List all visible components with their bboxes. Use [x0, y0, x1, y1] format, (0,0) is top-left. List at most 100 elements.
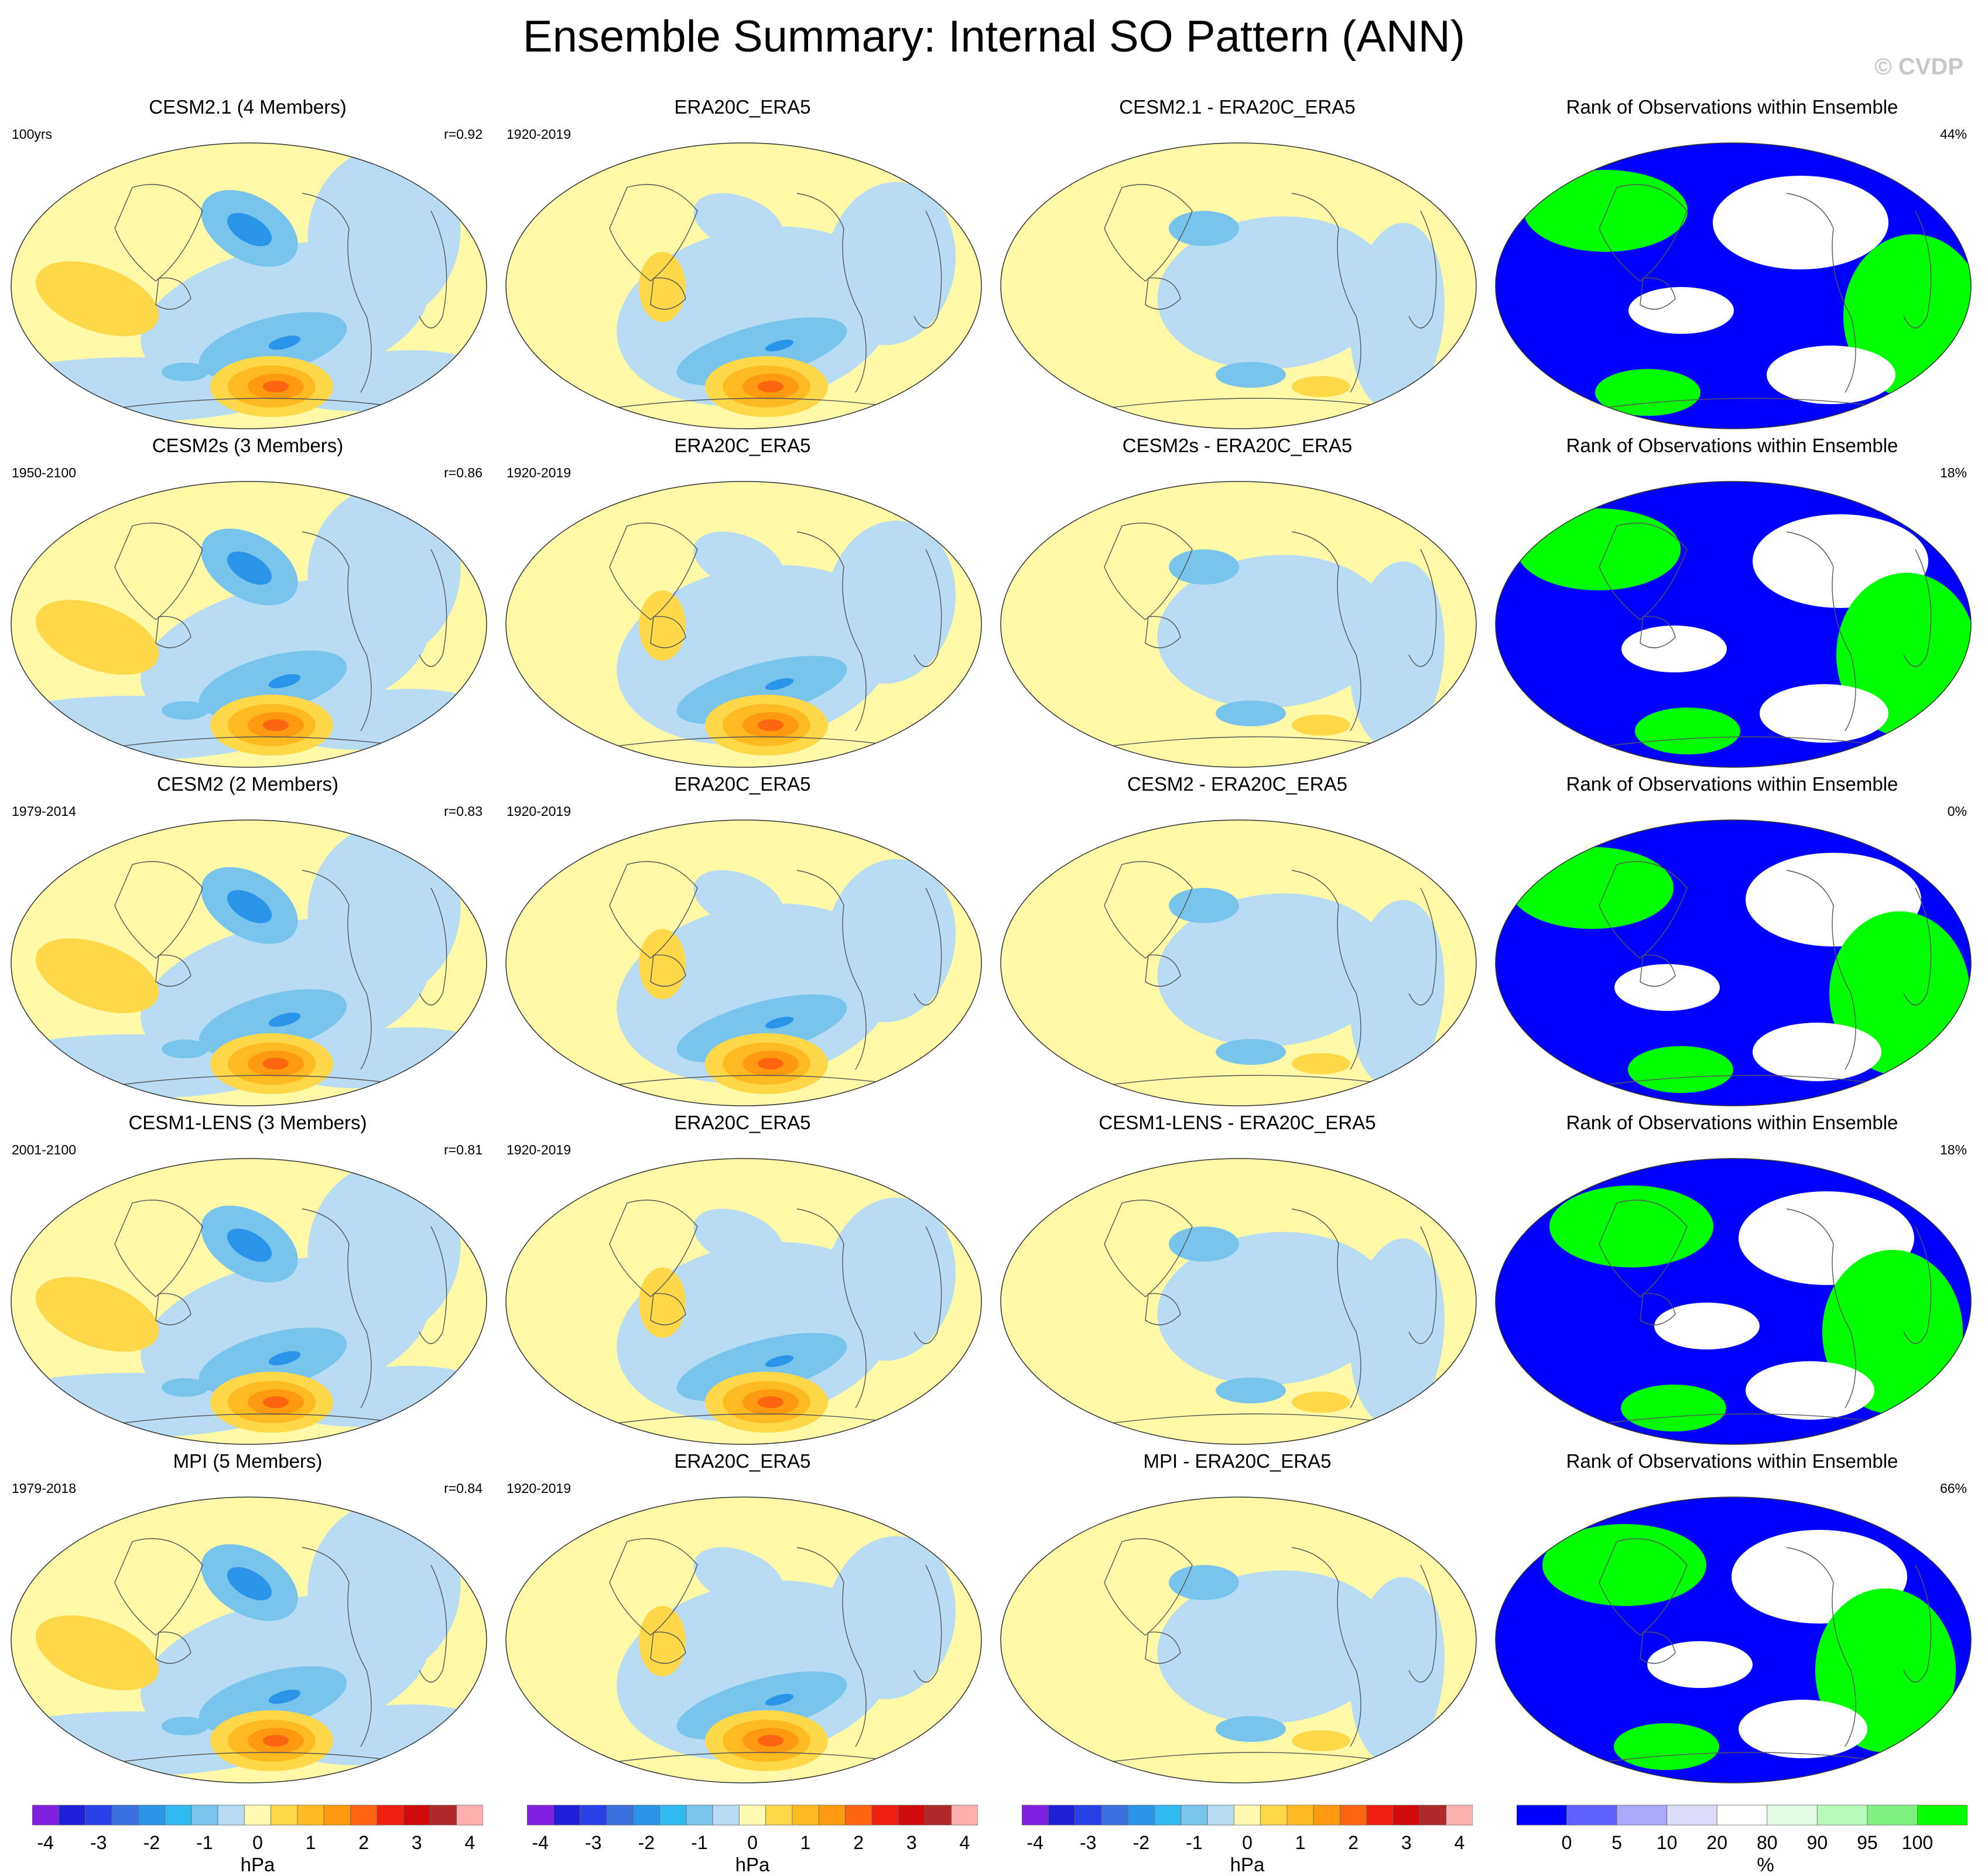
- colorbar-tick: -1: [1186, 1832, 1203, 1853]
- antarctica-coastline: [597, 398, 915, 411]
- north-pacific-low: [693, 531, 783, 591]
- colorbar-swatch: [1340, 1805, 1367, 1826]
- americas-coastline: [302, 870, 372, 1070]
- colorbar-swatch: [1075, 1805, 1102, 1826]
- colorbar-swatch: [1366, 1805, 1394, 1826]
- panel-title: ERA20C_ERA5: [674, 1450, 811, 1472]
- africa-europe-coastline: [913, 210, 942, 329]
- colorbar-swatch: [527, 1805, 554, 1826]
- obs-panel: ERA20C_ERA5 1920-2019: [495, 771, 990, 1109]
- amundsen-sea-high-core: [263, 1396, 289, 1408]
- map-field: [1001, 481, 1476, 767]
- globe-outline: [1000, 1158, 1477, 1445]
- colorbar-tick: -2: [143, 1832, 160, 1853]
- north-pacific-low-core: [227, 1228, 272, 1262]
- colorbar-tick: 0: [747, 1832, 758, 1853]
- colorbar-swatch: [271, 1805, 298, 1826]
- asia-coastline: [609, 522, 698, 620]
- americas-coastline: [796, 870, 867, 1070]
- colorbar-swatch: [244, 1805, 272, 1826]
- globe-outline: [505, 819, 982, 1106]
- coastlines: [1092, 184, 1437, 411]
- indian-ocean-low: [162, 1717, 208, 1735]
- map-field: [506, 481, 981, 767]
- coastlines: [102, 184, 447, 411]
- colorbar-swatch: [1667, 1805, 1717, 1826]
- south-pacific-low-core: [765, 339, 794, 352]
- map-field: [1496, 143, 1971, 429]
- panel-title: CESM2.1 - ERA20C_ERA5: [1119, 96, 1356, 118]
- asia-coastline: [609, 1538, 698, 1636]
- australia-coastline: [155, 1631, 191, 1664]
- panel-title: CESM2s - ERA20C_ERA5: [1122, 435, 1353, 456]
- antarctica-coastline: [102, 1413, 420, 1426]
- africa-europe-coastline: [913, 887, 942, 1006]
- map-field: [506, 1159, 981, 1444]
- australia-coastline: [1640, 1293, 1676, 1325]
- model-panel: MPI (5 Members) 1979-2018 r=0.84: [0, 1448, 495, 1786]
- diff-map: [1000, 819, 1477, 1106]
- globe-outline: [1495, 481, 1972, 768]
- maritime-continent-high: [35, 1615, 159, 1690]
- asia-coastline: [1599, 1200, 1688, 1297]
- australia-coastline: [1640, 1631, 1676, 1664]
- panel-title: ERA20C_ERA5: [674, 435, 811, 456]
- difference-low-core: [1216, 362, 1286, 388]
- australia-coastline: [1640, 954, 1676, 987]
- model-map: [11, 819, 487, 1106]
- colorbar-tick: 2: [358, 1832, 369, 1853]
- colorbar-swatch: [1392, 1805, 1420, 1826]
- rank-neutral-region: [1614, 964, 1720, 1011]
- coastlines: [597, 861, 942, 1088]
- colorbar-swatch: [58, 1805, 85, 1826]
- atlantic-low: [307, 146, 461, 322]
- australia-coastline: [155, 954, 191, 987]
- asia-coastline: [609, 184, 698, 282]
- colorbar-swatch: [871, 1805, 899, 1826]
- globe-outline: [505, 1496, 982, 1783]
- australia-coastline: [155, 1293, 191, 1325]
- coastlines: [597, 1200, 942, 1426]
- colorbar-tick: -2: [638, 1832, 655, 1853]
- colorbar-tick: 80: [1756, 1832, 1778, 1853]
- australia-coastline: [1145, 954, 1181, 987]
- obs-map: [505, 1496, 982, 1783]
- atlantic-low: [307, 1162, 461, 1338]
- map-field: [1001, 1497, 1476, 1783]
- americas-coastline: [1786, 1547, 1856, 1747]
- colorbar-tick: 95: [1857, 1832, 1878, 1853]
- difference-low-core: [1216, 700, 1286, 726]
- difference-low: [1157, 216, 1391, 370]
- globe-outline: [505, 481, 982, 768]
- colorbar-unit: hPa: [240, 1854, 275, 1875]
- diff-panel: CESM1-LENS - ERA20C_ERA5: [990, 1109, 1485, 1448]
- asia-coastline: [114, 184, 203, 282]
- americas-coastline: [1291, 531, 1361, 732]
- coastlines: [597, 184, 942, 411]
- antarctica-coastline: [1092, 398, 1409, 411]
- globe-outline: [1495, 1158, 1972, 1445]
- colorbar-tick: 90: [1806, 1832, 1828, 1853]
- model-panel: CESM2s (3 Members) 1950-2100 r=0.86: [0, 432, 495, 771]
- colorbar-swatches: [1022, 1805, 1473, 1826]
- colorbar-swatch: [1616, 1805, 1668, 1826]
- colorbar-tick: 20: [1706, 1832, 1728, 1853]
- rank-high-region: [1635, 708, 1740, 754]
- diff-panel: MPI - ERA20C_ERA5: [990, 1448, 1485, 1786]
- rank-neutral-region: [1621, 626, 1727, 672]
- colorbar-swatch: [1260, 1805, 1288, 1826]
- globe-outline: [1000, 1496, 1477, 1783]
- antarctica-coastline: [102, 1075, 420, 1088]
- panel-title: ERA20C_ERA5: [674, 1112, 811, 1133]
- colorbar-swatch: [297, 1805, 324, 1826]
- africa-europe-coastline: [419, 887, 447, 1006]
- americas-coastline: [302, 1547, 372, 1747]
- amundsen-sea-high-core: [758, 381, 783, 392]
- africa-europe-coastline: [1903, 210, 1932, 329]
- globe-outline: [11, 481, 487, 768]
- colorbar-tick: 4: [959, 1832, 970, 1853]
- colorbar-swatch: [165, 1805, 192, 1826]
- coastlines: [1092, 1200, 1437, 1426]
- colorbar-swatch: [1816, 1805, 1868, 1826]
- diff-map: [1000, 481, 1477, 768]
